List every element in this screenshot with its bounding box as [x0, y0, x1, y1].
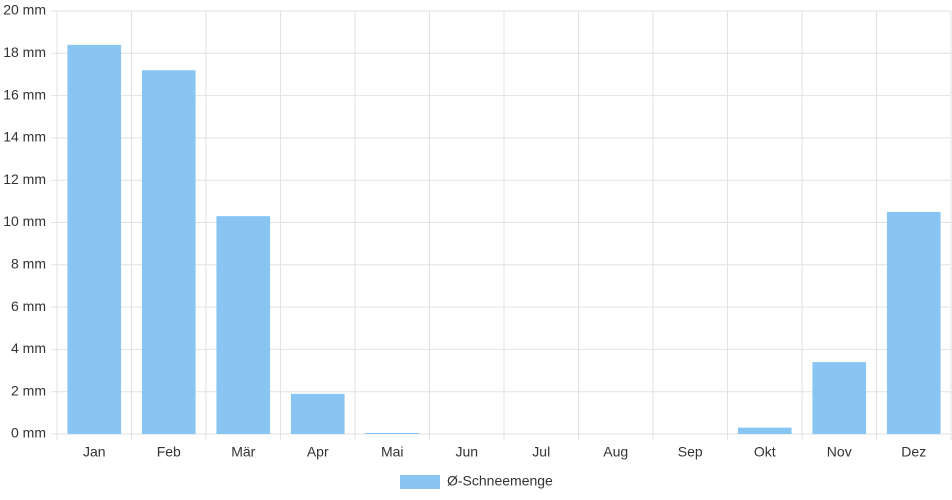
x-tick-label: Aug [603, 444, 628, 460]
bar [216, 216, 271, 434]
y-tick-label: 12 mm [3, 171, 46, 187]
x-tick-label: Nov [827, 444, 852, 460]
bar [886, 211, 941, 434]
x-tick-label: Dez [901, 444, 926, 460]
bar [290, 393, 345, 434]
y-tick-label: 6 mm [11, 298, 46, 314]
y-tick-label: 20 mm [3, 2, 46, 18]
x-tick-label: Apr [307, 444, 329, 460]
bar [365, 432, 420, 434]
bar [141, 70, 196, 434]
y-tick-label: 10 mm [3, 213, 46, 229]
y-tick-label: 16 mm [3, 86, 46, 102]
legend-label: Ø-Schneemenge [447, 473, 553, 489]
x-tick-label: Mai [381, 444, 404, 460]
y-tick-label: 18 mm [3, 44, 46, 60]
x-tick-label: Jun [455, 444, 478, 460]
x-tick-label: Feb [157, 444, 181, 460]
y-tick-label: 2 mm [11, 382, 46, 398]
y-tick-label: 8 mm [11, 256, 46, 272]
bar [67, 44, 122, 435]
y-tick-label: 14 mm [3, 129, 46, 145]
x-tick-label: Mär [231, 444, 255, 460]
y-tick-label: 0 mm [11, 425, 46, 441]
bar [737, 427, 792, 434]
x-tick-label: Sep [678, 444, 703, 460]
legend-swatch [400, 475, 440, 489]
bar [812, 362, 867, 434]
x-tick-label: Okt [754, 444, 776, 460]
x-tick-label: Jul [532, 444, 550, 460]
y-tick-label: 4 mm [11, 340, 46, 356]
x-tick-label: Jan [83, 444, 106, 460]
